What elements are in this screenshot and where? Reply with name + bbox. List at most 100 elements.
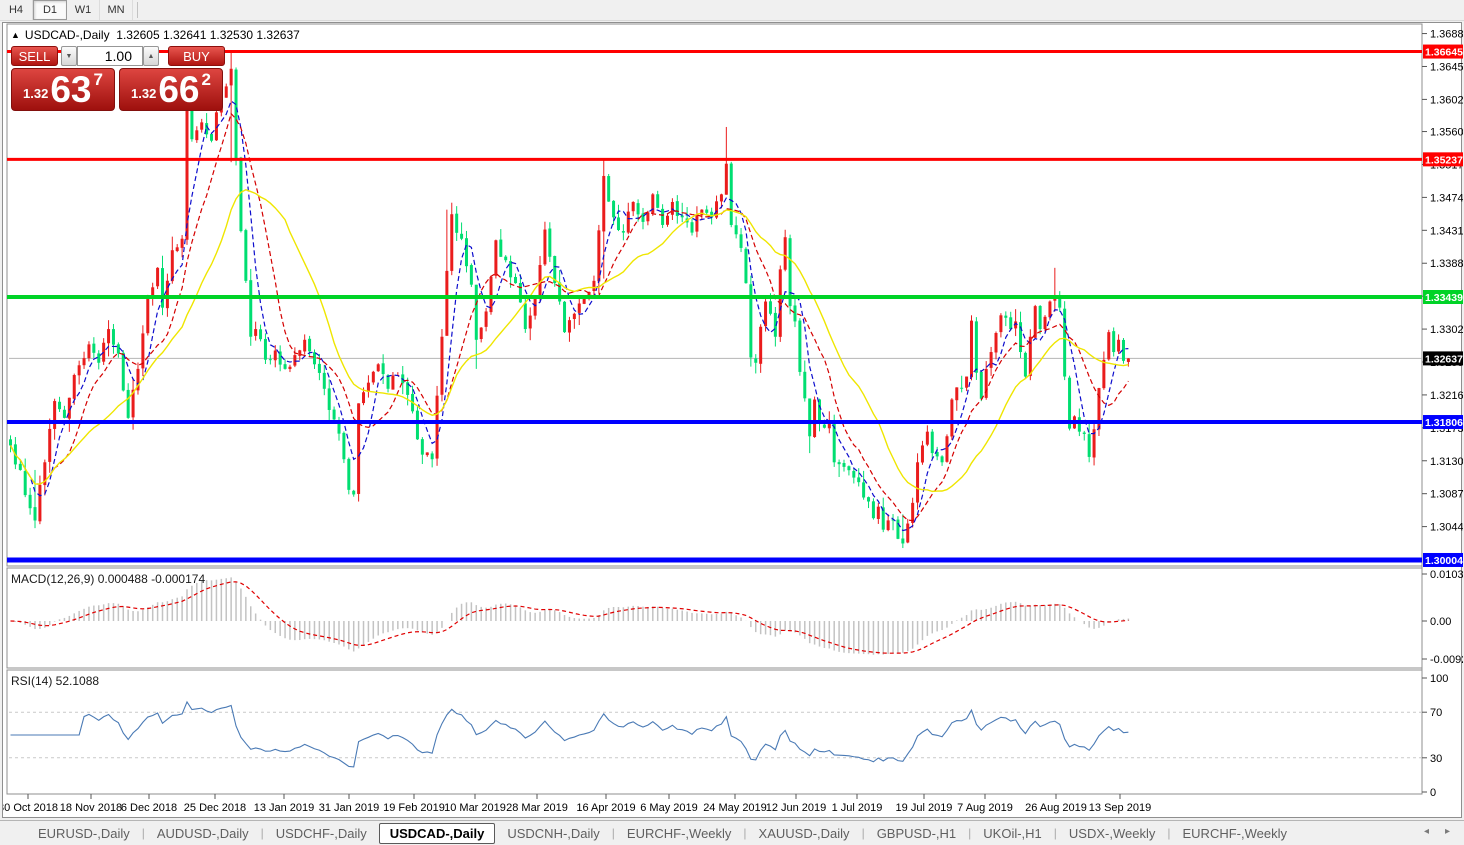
- svg-text:16 Apr 2019: 16 Apr 2019: [576, 802, 635, 814]
- svg-text:1.33020: 1.33020: [1430, 324, 1463, 336]
- svg-text:6 May 2019: 6 May 2019: [640, 802, 697, 814]
- tab-eurchf-weekly[interactable]: EURCHF-,Weekly: [1182, 825, 1288, 841]
- svg-text:6 Dec 2018: 6 Dec 2018: [121, 802, 177, 814]
- tab-separator: |: [141, 826, 145, 840]
- price-line-label: [1423, 152, 1463, 167]
- chart-title-symbol: USDCAD-,Daily: [24, 28, 110, 42]
- tab-audusd-daily[interactable]: AUDUSD-,Daily: [156, 825, 249, 841]
- svg-text:24 May 2019: 24 May 2019: [703, 802, 767, 814]
- svg-text:1.33439: 1.33439: [1425, 292, 1463, 304]
- volume-input[interactable]: 1.00: [77, 46, 143, 66]
- svg-text:1.31300: 1.31300: [1430, 456, 1463, 468]
- buy-button[interactable]: BUY: [168, 46, 225, 66]
- symbol-tab-bar: EURUSD-,Daily | AUDUSD-,Daily | USDCHF-,Dail…: [0, 820, 1464, 845]
- svg-text:10 Mar 2019: 10 Mar 2019: [444, 802, 506, 814]
- tabs-scroll-right-icon[interactable]: ▸: [1444, 826, 1450, 837]
- sell-button[interactable]: SELL: [11, 46, 58, 66]
- svg-text:0.010311: 0.010311: [1430, 569, 1463, 581]
- tab-separator: |: [1053, 826, 1057, 840]
- svg-text:13 Jan 2019: 13 Jan 2019: [254, 802, 315, 814]
- svg-text:7 Aug 2019: 7 Aug 2019: [957, 802, 1013, 814]
- sell-price-sup: 7: [93, 70, 103, 89]
- axis-price-chips: 1.36645 1.35237 1.33439 1.31806 1.30004 1.326…: [1423, 44, 1463, 567]
- tab-usdcnh-daily[interactable]: USDCNH-,Daily: [507, 825, 600, 841]
- sell-price-box[interactable]: 1.32 63 7: [11, 68, 115, 111]
- svg-text:19 Jul 2019: 19 Jul 2019: [896, 802, 953, 814]
- tab-xauusd-daily[interactable]: XAUUSD-,Daily: [758, 825, 850, 841]
- buy-price-box[interactable]: 1.32 66 2: [119, 68, 223, 111]
- tab-separator: |: [1167, 826, 1171, 840]
- macd-pane: 0.010311 0.00 -0.009203: [10, 569, 1463, 666]
- svg-text:1.35237: 1.35237: [1425, 154, 1463, 166]
- svg-text:1.36880: 1.36880: [1430, 29, 1463, 41]
- chart-window: 1.368801.364501.360201.356001.351701.347…: [2, 22, 1463, 819]
- svg-text:19 Feb 2019: 19 Feb 2019: [383, 802, 445, 814]
- horizontal-lines[interactable]: [7, 50, 1422, 563]
- svg-text:1.30004: 1.30004: [1425, 555, 1463, 567]
- svg-text:-0.009203: -0.009203: [1430, 654, 1463, 666]
- timeframe-toolbar: H4 D1 W1 MN: [0, 0, 1464, 21]
- tabs-scroll-left-icon[interactable]: ◂: [1423, 826, 1429, 837]
- svg-text:30 Oct 2018: 30 Oct 2018: [3, 802, 58, 814]
- svg-text:1.30870: 1.30870: [1430, 489, 1463, 501]
- svg-text:25 Dec 2018: 25 Dec 2018: [184, 802, 246, 814]
- rsi-label: RSI(14) 52.1088: [11, 674, 100, 688]
- volume-increase-button[interactable]: ▲: [143, 46, 159, 66]
- buy-price-prefix: 1.32: [131, 86, 157, 101]
- chart-title: ▲ USDCAD-,Daily 1.32605 1.32641 1.32530 1…: [11, 28, 300, 42]
- price-line-label: [1423, 44, 1463, 59]
- svg-text:30: 30: [1430, 753, 1442, 765]
- sell-price-prefix: 1.32: [23, 86, 49, 101]
- svg-text:12 Jun 2019: 12 Jun 2019: [766, 802, 827, 814]
- tab-usdx-weekly[interactable]: USDX-,Weekly: [1068, 825, 1156, 841]
- buy-price-big: 66: [158, 69, 200, 110]
- price-line-label: [1423, 290, 1463, 304]
- svg-text:1 Jul 2019: 1 Jul 2019: [832, 802, 883, 814]
- tab-separator: |: [743, 826, 747, 840]
- svg-text:26 Aug 2019: 26 Aug 2019: [1025, 802, 1087, 814]
- price-line-label: [1423, 351, 1463, 366]
- tab-eurusd-daily[interactable]: EURUSD-,Daily: [38, 825, 130, 841]
- tab-separator: |: [861, 826, 865, 840]
- volume-decrease-button[interactable]: ▼: [61, 46, 77, 66]
- timeframe-h4-button[interactable]: H4: [0, 0, 33, 20]
- svg-text:0: 0: [1430, 787, 1436, 799]
- svg-text:1.36020: 1.36020: [1430, 94, 1463, 106]
- buy-price-sup: 2: [201, 70, 211, 89]
- svg-text:1.35600: 1.35600: [1430, 127, 1463, 139]
- timeframe-d1-button[interactable]: D1: [33, 0, 67, 20]
- tab-ukoil-h1[interactable]: UKOil-,H1: [983, 825, 1042, 841]
- svg-text:100: 100: [1430, 673, 1448, 685]
- svg-text:13 Sep 2019: 13 Sep 2019: [1089, 802, 1151, 814]
- svg-text:1.33880: 1.33880: [1430, 258, 1463, 270]
- price-line-label: [1423, 552, 1463, 567]
- tab-separator: |: [611, 826, 615, 840]
- pane-frames: [6, 23, 1423, 795]
- svg-text:70: 70: [1430, 707, 1442, 719]
- macd-label: MACD(12,26,9) 0.000488 -0.000174: [11, 572, 206, 586]
- svg-text:1.31806: 1.31806: [1425, 417, 1463, 429]
- toolbar-separator: [137, 2, 138, 18]
- svg-text:1.32637: 1.32637: [1425, 353, 1463, 365]
- svg-text:28 Mar 2019: 28 Mar 2019: [506, 802, 568, 814]
- chart-title-ohlc: 1.32605 1.32641 1.32530 1.32637: [116, 28, 300, 42]
- price-chart-svg[interactable]: 1.368801.364501.360201.356001.351701.347…: [3, 23, 1463, 819]
- tab-gbpusd-h1[interactable]: GBPUSD-,H1: [876, 825, 957, 841]
- tab-eurchf-weekly[interactable]: EURCHF-,Weekly: [626, 825, 732, 841]
- moving-averages: [9, 100, 1129, 532]
- svg-text:18 Nov 2018: 18 Nov 2018: [60, 802, 122, 814]
- svg-text:1.34310: 1.34310: [1430, 225, 1463, 237]
- svg-text:31 Jan 2019: 31 Jan 2019: [319, 802, 380, 814]
- tab-usdcad-daily[interactable]: USDCAD-,Daily: [378, 822, 496, 844]
- price-line-label: [1423, 415, 1463, 430]
- svg-text:1.32160: 1.32160: [1430, 390, 1463, 402]
- sell-price-big: 63: [50, 69, 92, 110]
- collapse-chart-icon[interactable]: ▲: [11, 30, 20, 40]
- tab-usdchf-daily[interactable]: USDCHF-,Daily: [275, 825, 367, 841]
- timeframe-mn-button[interactable]: MN: [100, 0, 133, 20]
- svg-text:1.36645: 1.36645: [1425, 47, 1463, 59]
- timeframe-w1-button[interactable]: W1: [67, 0, 100, 20]
- svg-text:0.00: 0.00: [1430, 616, 1451, 628]
- svg-text:1.36450: 1.36450: [1430, 61, 1463, 73]
